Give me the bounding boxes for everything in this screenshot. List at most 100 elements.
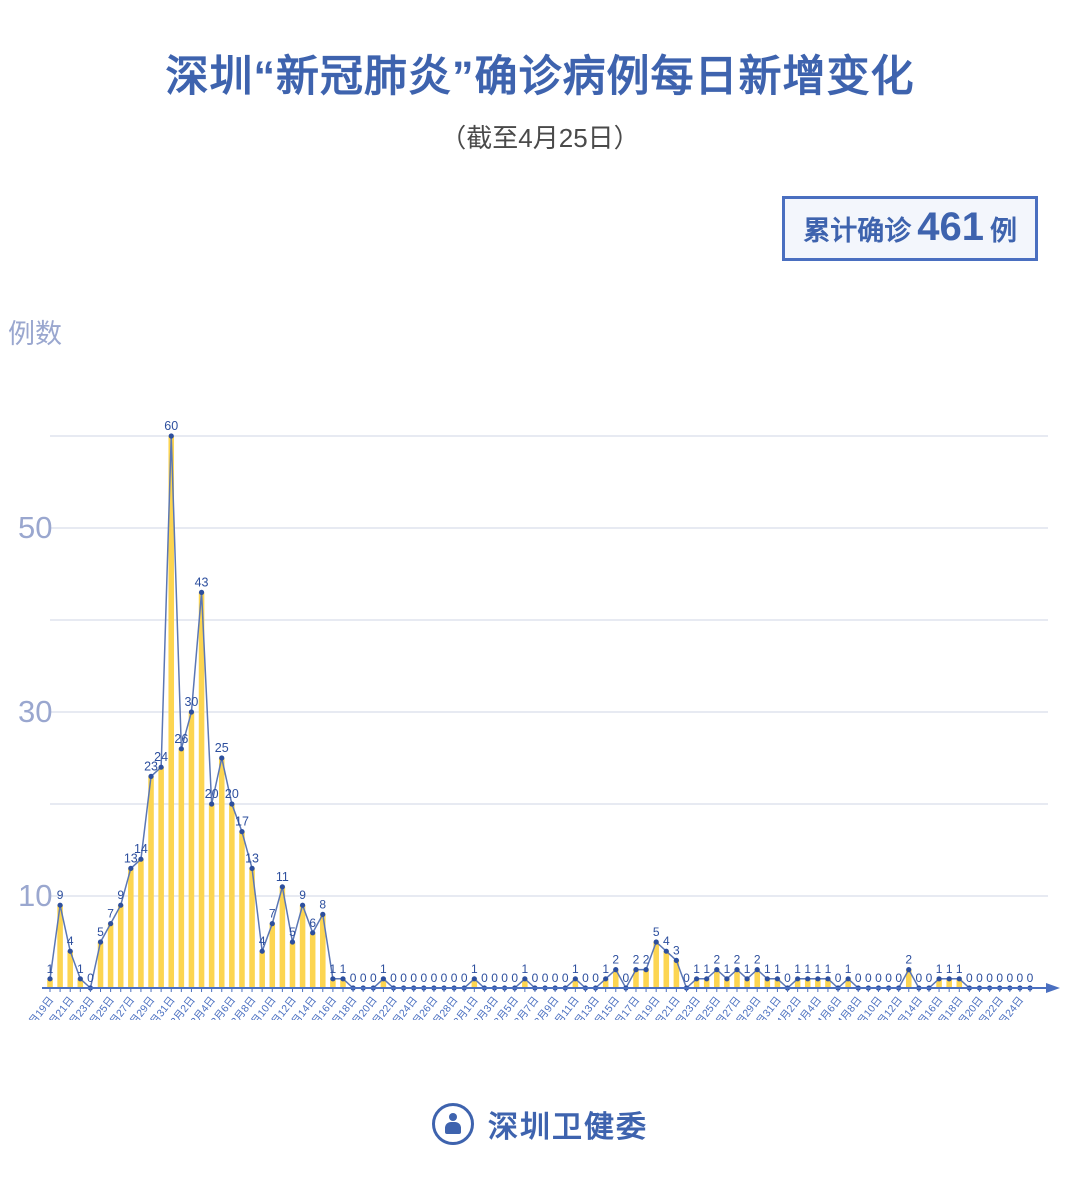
value-label: 0 [511, 971, 518, 985]
data-point [198, 589, 205, 595]
value-label: 1 [471, 962, 478, 976]
data-point [340, 976, 346, 982]
value-label: 1 [764, 962, 771, 976]
value-label: 0 [420, 971, 427, 985]
bar [279, 886, 286, 988]
value-label: 1 [845, 962, 852, 976]
value-label: 0 [986, 971, 993, 985]
bar [77, 978, 84, 988]
data-point [694, 976, 700, 982]
data-point [148, 773, 154, 779]
data-point [805, 976, 811, 982]
bar [340, 978, 346, 988]
value-label: 43 [195, 575, 209, 589]
value-label: 9 [117, 888, 124, 902]
badge-label: 累计确诊 [803, 216, 912, 246]
value-label: 7 [269, 907, 276, 921]
value-label: 0 [926, 971, 933, 985]
badge-value: 461 [917, 205, 984, 249]
bar [522, 978, 528, 988]
value-label: 1 [602, 962, 609, 976]
data-point [269, 921, 275, 927]
bar [905, 969, 912, 988]
page-subtitle: （截至4月25日） [440, 122, 640, 153]
value-label: 1 [522, 962, 529, 976]
data-point [764, 976, 770, 982]
value-label: 0 [784, 971, 791, 985]
value-label: 0 [532, 971, 539, 985]
value-label: 0 [501, 971, 508, 985]
value-label: 5 [289, 925, 296, 939]
data-point [310, 930, 316, 936]
value-label: 3 [673, 943, 680, 957]
data-point [57, 902, 63, 908]
value-label: 1 [693, 962, 700, 976]
bar [198, 592, 205, 988]
bar [158, 767, 164, 988]
data-point [128, 865, 134, 871]
bar [936, 978, 942, 988]
bar [380, 978, 387, 988]
value-label: 0 [623, 971, 630, 985]
y-axis-title: 例数 [8, 319, 62, 349]
bar [602, 978, 609, 988]
bar [633, 969, 639, 988]
bar [117, 905, 124, 988]
value-label: 11 [276, 870, 289, 884]
data-point [704, 976, 710, 982]
bar [67, 951, 73, 988]
data-point [138, 856, 144, 862]
daily-new-cases-chart: 1941057913142324602630432025201713471159… [23, 419, 1060, 1020]
data-point [774, 976, 781, 982]
value-label: 1 [340, 962, 347, 976]
y-tick-label: 10 [18, 878, 53, 913]
data-point [724, 976, 730, 982]
value-label: 0 [441, 971, 448, 985]
value-label: 1 [572, 962, 579, 976]
data-point [956, 976, 962, 982]
value-label: 9 [57, 888, 64, 902]
bar [107, 923, 114, 988]
data-point [815, 976, 821, 982]
bar [845, 978, 851, 988]
value-label: 4 [663, 934, 670, 948]
bar [178, 748, 185, 988]
bar [754, 969, 760, 988]
bar [572, 978, 579, 988]
data-point [845, 976, 851, 982]
chart-plot-area: 1 9 4 1 0 5 7 9 13 14 23 24 60 26 30 43 20 25 20 17 13 4 7 11 5 9… [0, 360, 1080, 1020]
value-label: 0 [683, 971, 690, 985]
value-label: 1 [744, 962, 751, 976]
value-label: 6 [309, 916, 316, 930]
data-point [572, 976, 578, 982]
value-label: 8 [319, 897, 326, 911]
value-label: 1 [380, 962, 387, 976]
bar [946, 978, 952, 988]
value-label: 0 [592, 971, 599, 985]
bar [794, 978, 801, 988]
data-point [825, 976, 831, 982]
bar [309, 932, 316, 988]
data-point [754, 967, 760, 973]
data-point [249, 865, 255, 871]
data-point [118, 902, 124, 908]
bar [299, 905, 306, 988]
badge-unit: 例 [990, 216, 1017, 246]
value-label: 30 [184, 695, 198, 709]
data-point [67, 948, 73, 954]
value-label: 14 [134, 842, 148, 856]
value-label: 4 [259, 934, 266, 948]
bar [138, 859, 144, 988]
data-point [330, 976, 336, 982]
page-title: 深圳“新冠肺炎”确诊病例每日新增变化 [165, 53, 915, 101]
data-point [714, 967, 720, 973]
value-label: 4 [67, 934, 74, 948]
data-point [653, 939, 659, 945]
y-tick-label: 50 [18, 510, 53, 545]
data-point [744, 976, 750, 982]
bar [249, 868, 255, 988]
bar [724, 978, 730, 988]
bar [188, 712, 195, 988]
value-label: 2 [713, 953, 720, 967]
value-label: 0 [916, 971, 923, 985]
